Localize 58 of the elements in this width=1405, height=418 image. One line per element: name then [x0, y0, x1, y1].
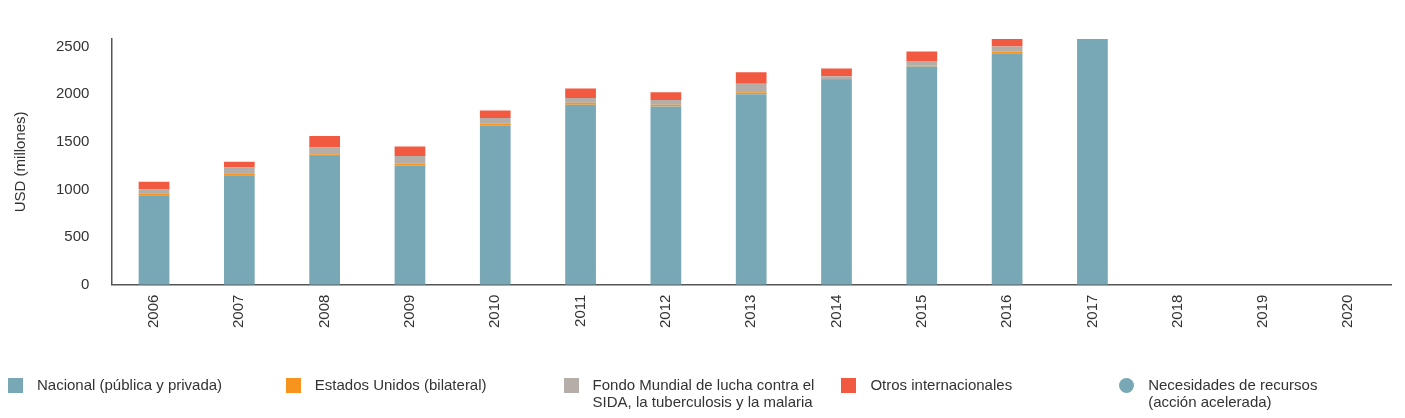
bar: [223, 161, 255, 168]
y-tick-label: 500: [64, 227, 90, 245]
bar: [479, 110, 511, 119]
bar: [650, 92, 682, 100]
bar: [565, 88, 596, 99]
bar: [309, 156, 340, 285]
bar: [223, 175, 255, 285]
x-tick-label: 2010: [485, 294, 503, 329]
bar: [735, 83, 767, 93]
legend-label: Nacional (pública y privada): [37, 376, 223, 393]
bar: [735, 72, 767, 84]
x-tick-label: 2020: [1338, 294, 1356, 329]
bar: [479, 118, 511, 124]
bar: [138, 181, 170, 190]
bar: [394, 146, 426, 157]
x-tick-label: 2014: [826, 294, 844, 329]
legend-label: Fondo Mundial de lucha contra el SIDA, la tuberculosis y la malaria: [592, 376, 816, 410]
x-tick-label: 2006: [144, 294, 162, 329]
bar: [394, 165, 426, 285]
bar: [906, 51, 938, 61]
x-tick-label: 2013: [741, 294, 759, 329]
y-tick-label: 2000: [55, 84, 90, 102]
bar: [1077, 39, 1108, 285]
x-tick-label: 2009: [400, 294, 418, 329]
bar: [991, 53, 1023, 285]
bar: [479, 125, 511, 285]
bar: [906, 66, 938, 285]
x-tick-label: 2007: [229, 294, 247, 329]
x-tick-label: 2016: [997, 294, 1015, 329]
bar: [138, 195, 170, 285]
x-tick-label: 2015: [911, 294, 929, 329]
x-tick-label: 2017: [1082, 294, 1100, 329]
bar: [565, 104, 596, 285]
y-tick-label: 0: [81, 274, 90, 292]
bar: [906, 60, 938, 66]
bar: [650, 99, 682, 105]
x-tick-label: 2012: [656, 294, 674, 329]
y-tick-label: 2500: [55, 36, 90, 54]
y-tick-label: 1500: [55, 131, 90, 149]
bar: [309, 136, 340, 148]
x-tick-label: 2019: [1253, 294, 1271, 329]
bar: [650, 106, 682, 285]
bar: [138, 189, 170, 194]
x-tick-label: 2011: [570, 294, 588, 327]
y-axis-title: USD (millones): [11, 111, 29, 213]
bar: [821, 79, 852, 285]
bar: [394, 156, 426, 164]
bar: [821, 68, 852, 77]
legend-label: Estados Unidos (bilateral): [314, 376, 487, 393]
bar: [735, 94, 767, 285]
bar: [565, 98, 596, 103]
legend-label: Otros internacionales: [870, 376, 1013, 393]
bar: [991, 39, 1023, 47]
legend-label: Necesidades de recursos (acción acelerada): [1148, 376, 1318, 410]
x-tick-label: 2008: [314, 294, 332, 329]
bar: [309, 147, 340, 155]
x-tick-label: 2018: [1167, 294, 1185, 329]
y-tick-label: 1000: [55, 179, 90, 197]
